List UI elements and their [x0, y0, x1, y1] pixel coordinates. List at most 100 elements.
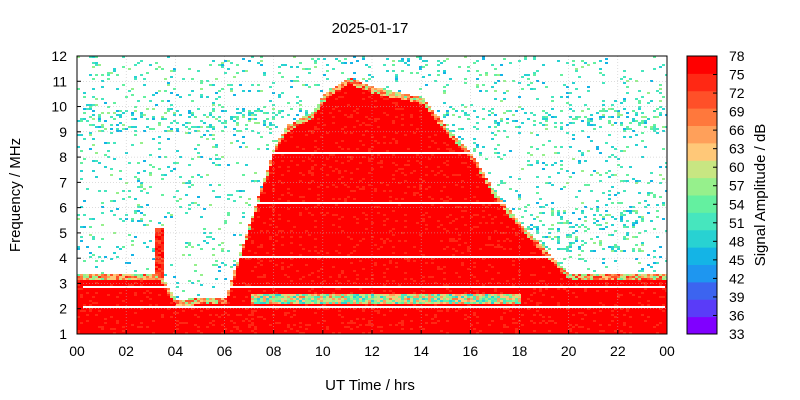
heatmap-cell [287, 182, 290, 184]
heatmap-cell [227, 212, 230, 214]
heatmap-cell [335, 174, 338, 176]
heatmap-cell [131, 284, 134, 286]
heatmap-cell [278, 280, 281, 282]
heatmap-cell [146, 318, 149, 320]
heatmap-cell [86, 274, 89, 276]
heatmap-cell [170, 92, 173, 94]
heatmap-cell [125, 326, 128, 328]
heatmap-cell [302, 194, 305, 196]
heatmap-cell [248, 262, 251, 264]
heatmap-cell [101, 130, 104, 132]
heatmap-cell [311, 116, 314, 118]
heatmap-cell [335, 88, 338, 90]
heatmap-cell [320, 316, 323, 318]
heatmap-cell [167, 166, 170, 168]
heatmap-cell [194, 304, 197, 306]
heatmap-cell [83, 330, 86, 332]
heatmap-cell [299, 240, 302, 242]
heatmap-cell [284, 154, 287, 156]
heatmap-cell [110, 320, 113, 322]
heatmap-cell [275, 310, 278, 312]
heatmap-cell [254, 114, 257, 116]
heatmap-cell [248, 198, 251, 200]
heatmap-cell [305, 304, 308, 306]
heatmap-cell [281, 192, 284, 194]
heatmap-cell [332, 226, 335, 228]
heatmap-cell [305, 288, 308, 290]
heatmap-cell [200, 88, 203, 90]
heatmap-cell [329, 170, 332, 172]
heatmap-cell [329, 188, 332, 190]
heatmap-cell [329, 120, 332, 122]
heatmap-cell [140, 206, 143, 208]
heatmap-cell [293, 186, 296, 188]
heatmap-cell [335, 138, 338, 140]
heatmap-cell [287, 276, 290, 278]
heatmap-cell [236, 332, 239, 334]
heatmap-cell [329, 238, 332, 240]
heatmap-cell [203, 122, 206, 124]
heatmap-cell [326, 316, 329, 318]
heatmap-cell [101, 98, 104, 100]
heatmap-cell [332, 326, 335, 328]
heatmap-cell [137, 318, 140, 320]
heatmap-cell [269, 298, 272, 300]
heatmap-cell [296, 328, 299, 330]
heatmap-cell [251, 332, 254, 334]
heatmap-cell [329, 134, 332, 136]
heatmap-cell [293, 126, 296, 128]
heatmap-cell [161, 300, 164, 302]
heatmap-cell [311, 176, 314, 178]
heatmap-cell [203, 320, 206, 322]
heatmap-cell [161, 326, 164, 328]
heatmap-cell [188, 208, 191, 210]
heatmap-cell [188, 110, 191, 112]
heatmap-cell [239, 234, 242, 236]
heatmap-cell [119, 294, 122, 296]
heatmap-cell [284, 276, 287, 278]
heatmap-cell [101, 294, 104, 296]
heatmap-cell [326, 218, 329, 220]
heatmap-cell [296, 278, 299, 280]
heatmap-cell [263, 212, 266, 214]
heatmap-cell [269, 280, 272, 282]
heatmap-cell [152, 166, 155, 168]
heatmap-cell [299, 140, 302, 142]
heatmap-cell [245, 260, 248, 262]
heatmap-cell [98, 322, 101, 324]
heatmap-cell [89, 312, 92, 314]
heatmap-cell [281, 268, 284, 270]
heatmap-cell [95, 332, 98, 334]
heatmap-cell [278, 176, 281, 178]
heatmap-cell [290, 192, 293, 194]
heatmap-cell [101, 318, 104, 320]
heatmap-cell [188, 180, 191, 182]
heatmap-cell [245, 236, 248, 238]
heatmap-cell [194, 300, 197, 302]
heatmap-cell [206, 314, 209, 316]
heatmap-cell [128, 284, 131, 286]
heatmap-cell [278, 228, 281, 230]
heatmap-cell [107, 278, 110, 280]
heatmap-cell [299, 210, 302, 212]
heatmap-cell [296, 158, 299, 160]
heatmap-cell [233, 320, 236, 322]
heatmap-cell [290, 166, 293, 168]
heatmap-cell [77, 120, 80, 122]
heatmap-cell [278, 262, 281, 264]
heatmap-cell [254, 314, 257, 316]
heatmap-cell [320, 288, 323, 290]
heatmap-cell [236, 330, 239, 332]
heatmap-cell [260, 266, 263, 268]
heatmap-cell [329, 330, 332, 332]
heatmap-cell [284, 64, 287, 66]
heatmap-cell [323, 100, 326, 102]
heatmap-cell [89, 290, 92, 292]
heatmap-cell [290, 262, 293, 264]
heatmap-cell [293, 274, 296, 276]
heatmap-cell [284, 168, 287, 170]
heatmap-cell [323, 124, 326, 126]
heatmap-cell [326, 290, 329, 292]
heatmap-cell [275, 298, 278, 300]
heatmap-cell [170, 304, 173, 306]
